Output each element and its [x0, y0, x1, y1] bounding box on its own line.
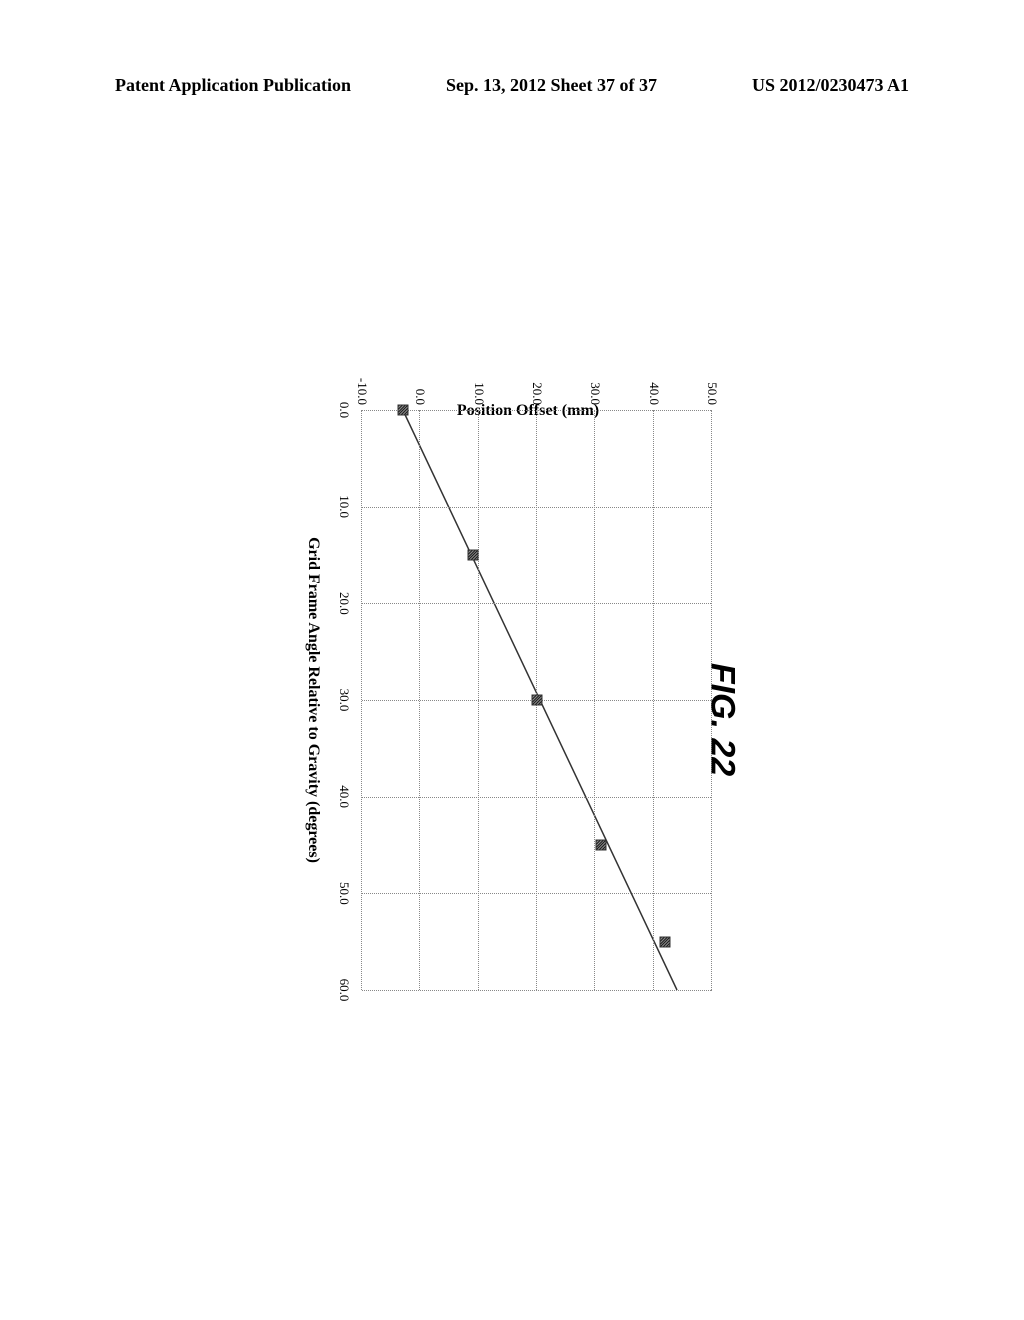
chart-wrapper: Position Offset (mm) Grid Frame Angle Re… — [292, 330, 732, 1030]
xaxis-title: Grid Frame Angle Relative to Gravity (de… — [304, 537, 322, 863]
header-center: Sep. 13, 2012 Sheet 37 of 37 — [446, 75, 657, 96]
ytick-label: 30.0 — [587, 375, 603, 405]
gridline-vertical — [362, 893, 712, 894]
data-point — [397, 405, 408, 416]
header-left: Patent Application Publication — [115, 75, 351, 96]
gridline-vertical — [362, 603, 712, 604]
data-point — [532, 695, 543, 706]
figure-caption: FIG. 22 — [703, 663, 742, 776]
data-point — [596, 840, 607, 851]
xtick-label: 20.0 — [336, 592, 352, 615]
page-header: Patent Application Publication Sep. 13, … — [0, 75, 1024, 96]
plot-area — [362, 410, 712, 990]
xtick-label: 10.0 — [336, 495, 352, 518]
xtick-label: 50.0 — [336, 882, 352, 905]
ytick-label: 10.0 — [471, 375, 487, 405]
xtick-label: 60.0 — [336, 979, 352, 1002]
ytick-label: 0.0 — [412, 375, 428, 405]
ytick-label: 50.0 — [704, 375, 720, 405]
gridline-vertical — [362, 507, 712, 508]
data-point — [660, 936, 671, 947]
chart-container: Position Offset (mm) Grid Frame Angle Re… — [292, 330, 732, 1030]
xtick-label: 30.0 — [336, 689, 352, 712]
ytick-label: 20.0 — [529, 375, 545, 405]
ytick-label: 40.0 — [646, 375, 662, 405]
header-right: US 2012/0230473 A1 — [752, 75, 909, 96]
gridline-vertical — [362, 797, 712, 798]
xtick-label: 40.0 — [336, 785, 352, 808]
xtick-label: 0.0 — [336, 402, 352, 418]
gridline-vertical — [362, 410, 712, 411]
data-point — [467, 550, 478, 561]
ytick-label: -10.0 — [354, 375, 370, 405]
gridline-vertical — [362, 990, 712, 991]
